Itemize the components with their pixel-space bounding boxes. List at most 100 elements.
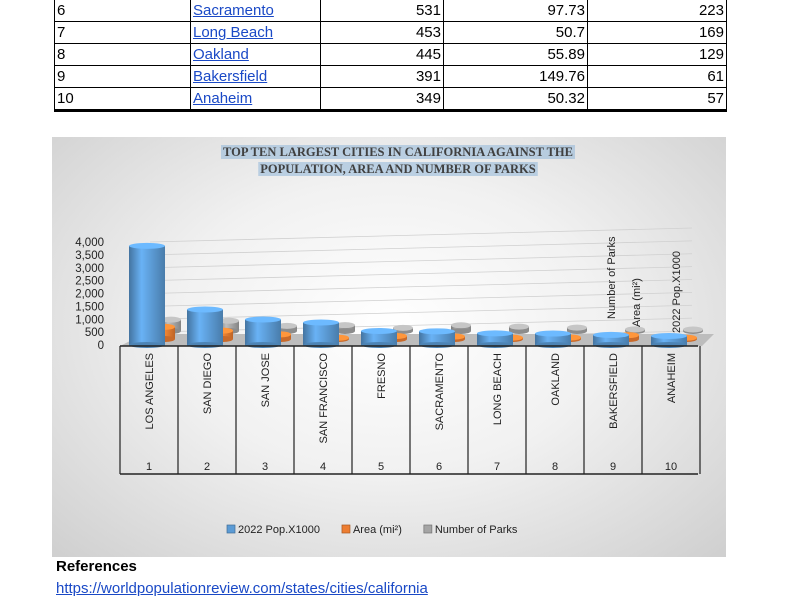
rank-cell: 8 [54, 43, 191, 66]
grid-line [149, 266, 693, 282]
population-cell: 349 [320, 87, 444, 112]
y-tick-label: 1,500 [75, 301, 104, 313]
y-tick-label: 2,000 [75, 289, 104, 301]
category-label: LONG BEACH [492, 353, 504, 425]
city-link[interactable]: Sacramento [193, 1, 274, 19]
legend-label: Area (mi²) [353, 524, 402, 536]
parks-cell: 129 [587, 43, 727, 66]
title-highlight [220, 145, 576, 159]
bar-2022-pop-x1000 [303, 319, 339, 348]
bar-2022-pop-x1000 [245, 316, 281, 348]
legend-swatch [341, 524, 351, 534]
y-tick-label: 3,000 [75, 263, 104, 275]
city-cell: Bakersfield [190, 65, 321, 88]
table-row: 10 Anaheim 349 50.32 57 [54, 87, 727, 112]
population-cell: 453 [320, 21, 444, 44]
parks-cell: 57 [587, 87, 727, 112]
rank-cell: 10 [54, 87, 191, 112]
category-label: OAKLAND [550, 353, 562, 406]
area-cell: 55.89 [443, 43, 588, 66]
legend-swatch [423, 524, 433, 534]
table-row: 9 Bakersfield 391 149.76 61 [54, 65, 727, 88]
y-tick-label: 3,500 [75, 250, 104, 262]
city-cell: Long Beach [190, 21, 321, 44]
category-label: LOS ANGELES [144, 353, 156, 429]
grid-line [149, 240, 693, 256]
rank-label: 10 [665, 461, 677, 473]
bar-2022-pop-x1000 [419, 328, 455, 348]
rank-cell: 7 [54, 21, 191, 44]
bar-number-of-parks [451, 322, 471, 334]
population-cell: 531 [320, 0, 444, 22]
table-row: 8 Oakland 445 55.89 129 [54, 43, 727, 66]
rank-label: 3 [262, 461, 268, 473]
grid-line [149, 317, 693, 333]
grid-line [149, 291, 693, 307]
bar-number-of-parks [509, 323, 529, 334]
rank-label: 8 [552, 461, 558, 473]
chart-svg: TOP TEN LARGEST CITIES IN CALIFORNIA AGA… [75, 145, 714, 536]
rank-label: 5 [378, 461, 384, 473]
bar-number-of-parks [335, 322, 355, 334]
grid-line [149, 279, 693, 294]
bar-number-of-parks [393, 324, 413, 334]
parks-cell: 61 [587, 65, 727, 88]
parks-cell: 169 [587, 21, 727, 44]
grid-line [149, 253, 693, 269]
category-label: BAKERSFIELD [608, 353, 620, 429]
area-cell: 97.73 [443, 0, 588, 22]
category-label: SAN FRANCISCO [318, 353, 330, 444]
chart-title-line1: TOP TEN LARGEST CITIES IN CALIFORNIA AGA… [223, 145, 573, 159]
chart-title-line2: POPULATION, AREA AND NUMBER OF PARKS [260, 162, 536, 176]
legend-label: Number of Parks [435, 524, 518, 536]
population-cell: 445 [320, 43, 444, 66]
cities-table: 6 Sacramento 531 97.73 223 7 Long Beach 453 50.7… [54, 0, 727, 112]
table-row: 6 Sacramento 531 97.73 223 [54, 0, 727, 22]
rank-label: 2 [204, 461, 210, 473]
category-label: ANAHEIM [666, 353, 678, 403]
cities-chart: TOP TEN LARGEST CITIES IN CALIFORNIA AGA… [52, 137, 726, 557]
bar-number-of-parks [683, 326, 703, 334]
bar-2022-pop-x1000 [129, 242, 165, 348]
area-cell: 149.76 [443, 65, 588, 88]
rank-label: 7 [494, 461, 500, 473]
references-link[interactable]: https://worldpopulationreview.com/states… [56, 580, 428, 597]
city-link[interactable]: Oakland [193, 45, 249, 63]
city-cell: Oakland [190, 43, 321, 66]
references-heading: References [56, 558, 137, 575]
table-row: 7 Long Beach 453 50.7 169 [54, 21, 727, 44]
rank-label: 9 [610, 461, 616, 473]
grid-line [149, 227, 693, 243]
legend-label: 2022 Pop.X1000 [238, 524, 320, 536]
depth-label-parks: Number of Parks [606, 236, 618, 319]
city-cell: Anaheim [190, 87, 321, 112]
y-tick-label: 4,000 [75, 237, 104, 249]
category-label: SAN DIEGO [202, 353, 214, 415]
population-cell: 391 [320, 65, 444, 88]
city-cell: Sacramento [190, 0, 321, 22]
category-label: SAN JOSE [260, 353, 272, 407]
title-highlight [258, 162, 538, 176]
area-cell: 50.7 [443, 21, 588, 44]
bar-2022-pop-x1000 [187, 306, 223, 348]
city-link[interactable]: Long Beach [193, 23, 274, 41]
rank-label: 1 [146, 461, 152, 473]
city-link[interactable]: Anaheim [193, 89, 253, 107]
grid-line [149, 304, 693, 320]
rank-label: 4 [320, 461, 326, 473]
bar-2022-pop-x1000 [361, 327, 397, 348]
rank-cell: 6 [54, 0, 191, 22]
rank-label: 6 [436, 461, 442, 473]
depth-label-population: 2022 Pop.X1000 [671, 251, 683, 333]
y-tick-label: 500 [85, 327, 104, 339]
bar-number-of-parks [567, 324, 587, 334]
rank-cell: 9 [54, 65, 191, 88]
y-tick-label: 2,500 [75, 276, 104, 288]
category-label: FRESNO [376, 353, 388, 399]
y-tick-label: 0 [98, 340, 104, 352]
parks-cell: 223 [587, 0, 727, 22]
city-link[interactable]: Bakersfield [193, 67, 268, 85]
legend-swatch [226, 524, 236, 534]
depth-label-area: Area (mi²) [631, 278, 643, 327]
category-label: SACRAMENTO [434, 353, 446, 431]
